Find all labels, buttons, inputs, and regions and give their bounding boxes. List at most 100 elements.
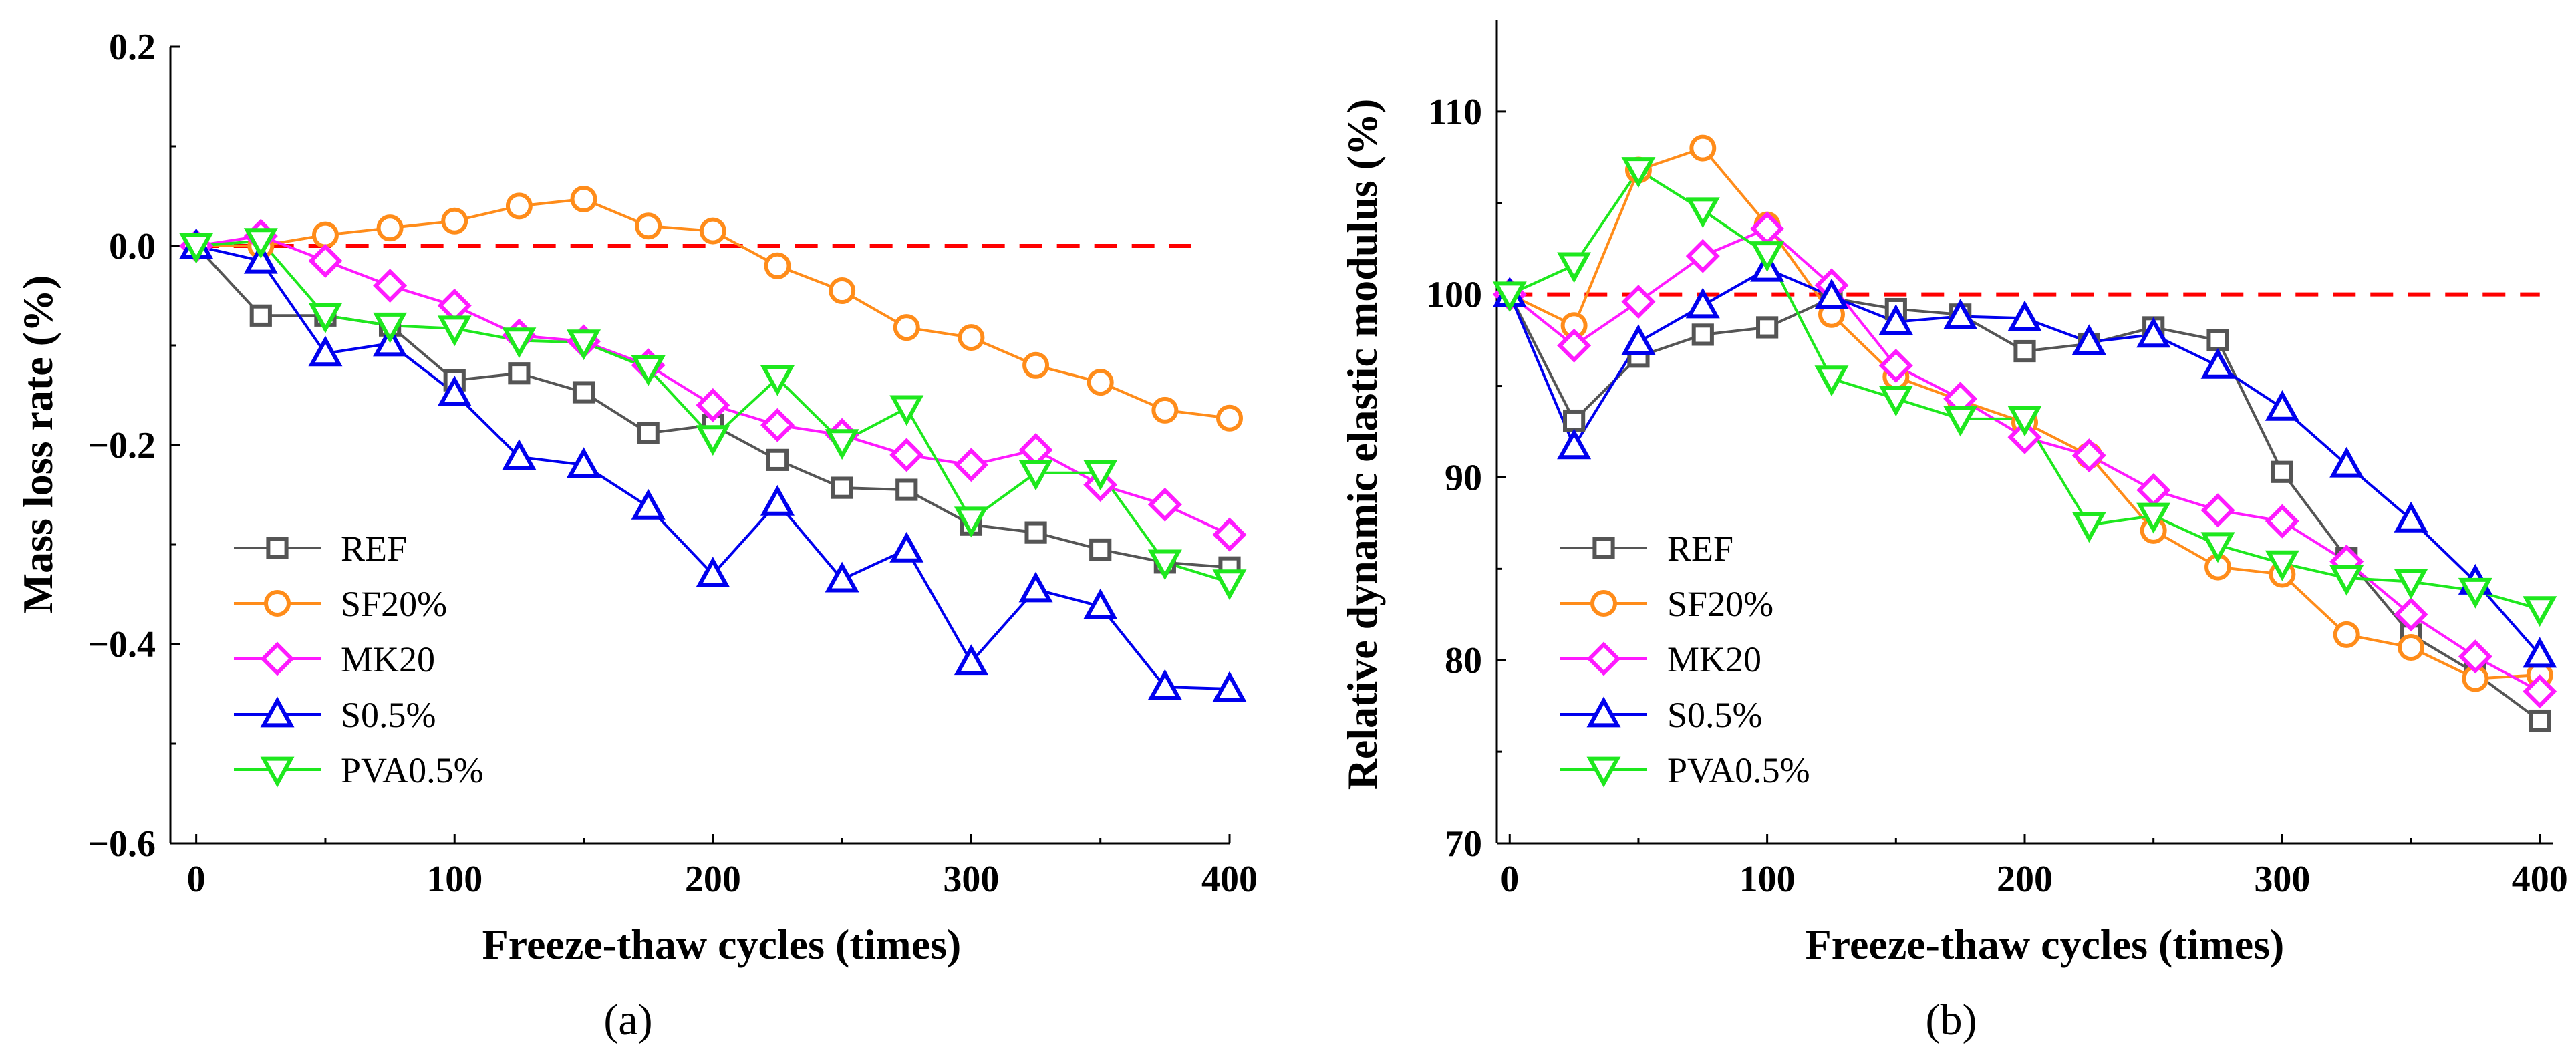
data-point-ref: [508, 362, 531, 385]
data-point-mk20: [1147, 487, 1182, 522]
data-point-s05: [1621, 324, 1656, 355]
data-point-ref: [766, 448, 789, 471]
data-point-sf20: [1151, 396, 1179, 424]
data-point-sf20: [829, 277, 856, 305]
data-point-s05: [1943, 298, 1978, 329]
data-point-sf20: [893, 314, 920, 341]
data-point-pva05: [1621, 157, 1656, 188]
data-point-sf20: [441, 207, 468, 235]
data-point-s05: [1212, 671, 1247, 702]
data-point-s05: [954, 644, 988, 676]
data-point-pva05: [1750, 241, 1785, 273]
data-point-s05: [1814, 278, 1849, 309]
y-axis-title-a: Mass loss rate (%): [14, 275, 61, 614]
legend-marker: [260, 641, 295, 676]
data-point-ref: [2206, 329, 2229, 351]
data-point-s05: [1685, 287, 1720, 319]
legend-label: SF20%: [341, 584, 447, 624]
data-point-mk20: [308, 243, 343, 278]
x-axis-title-a: Freeze-thaw cycles (times): [482, 921, 962, 968]
data-point-pva05: [373, 312, 408, 343]
legend-label: MK20: [1667, 639, 1761, 680]
data-point-s05: [1147, 669, 1182, 700]
data-point-pva05: [2394, 569, 2428, 600]
data-point-pva05: [1814, 365, 1849, 397]
data-point-mk20: [373, 269, 408, 303]
y-tick-label: −0.4: [88, 624, 156, 665]
data-point-s05: [437, 375, 472, 406]
data-point-sf20: [764, 252, 791, 279]
legend-marker: [266, 537, 289, 559]
x-tick-label: 0: [1500, 859, 1519, 900]
x-tick-label: 200: [685, 859, 741, 900]
data-point-pva05: [2071, 512, 2106, 543]
data-point-pva05: [1147, 549, 1182, 581]
legend-label: S0.5%: [1667, 695, 1763, 735]
data-point-s05: [760, 484, 795, 516]
data-point-s05: [1557, 428, 1592, 460]
data-point-pva05: [696, 425, 730, 456]
data-point-s05: [567, 447, 601, 478]
chart-panel-a: 0 100 200 300 400 −0.6 −0.4 −0.2 0.0 0.2 REF SF20% M…: [14, 27, 1258, 968]
y-tick-label: 0.2: [109, 27, 156, 68]
data-point-mk20: [2071, 438, 2106, 473]
y-tick-label: 70: [1445, 823, 1482, 865]
data-point-s05: [2523, 637, 2557, 668]
data-point-s05: [308, 335, 343, 367]
y-tick-label: 0.0: [109, 226, 156, 267]
data-point-ref: [1756, 316, 1779, 339]
data-point-s05: [2329, 446, 2364, 478]
data-point-pva05: [760, 365, 795, 396]
data-point-s05: [2394, 501, 2428, 533]
data-point-s05: [2200, 347, 2235, 379]
panel-label-b: (b): [1926, 996, 1977, 1044]
data-point-mk20: [2200, 493, 2235, 528]
data-point-pva05: [1557, 252, 1592, 283]
data-point-ref: [1024, 521, 1047, 544]
legend-marker: [260, 696, 295, 728]
data-point-mk20: [2136, 473, 2171, 508]
data-point-s05: [889, 531, 924, 563]
data-point-pva05: [1018, 460, 1053, 491]
data-point-s05: [2007, 300, 2042, 331]
data-point-s05: [1083, 588, 1118, 619]
data-point-pva05: [889, 395, 924, 426]
data-point-pva05: [2329, 565, 2364, 596]
data-point-s05: [825, 561, 859, 593]
y-tick-label: −0.2: [88, 425, 156, 466]
legend-label: REF: [1667, 529, 1733, 569]
data-point-mk20: [437, 288, 472, 323]
x-tick-label: 300: [2254, 859, 2310, 900]
data-point-pva05: [2200, 532, 2235, 563]
data-point-s05: [631, 488, 666, 520]
y-tick-label: 100: [1426, 275, 1482, 316]
x-tick-label: 0: [187, 859, 206, 900]
data-point-mk20: [954, 448, 988, 482]
legend-marker: [260, 756, 295, 788]
data-point-sf20: [505, 192, 533, 220]
data-point-sf20: [376, 214, 404, 242]
panel-label-a: (a): [603, 996, 652, 1044]
legend-label: PVA0.5%: [341, 750, 484, 790]
data-point-sf20: [311, 221, 339, 249]
data-point-sf20: [958, 324, 985, 351]
legend-label: PVA0.5%: [1667, 750, 1810, 790]
data-point-pva05: [2458, 577, 2492, 609]
legend: REF SF20% MK20 S0.5% PVA0.5%: [1560, 529, 1810, 790]
x-tick-label: 200: [1997, 859, 2053, 900]
data-point-ref: [1089, 538, 1112, 561]
data-point-mk20: [889, 438, 924, 472]
data-point-s05: [243, 243, 278, 274]
data-point-pva05: [1212, 569, 1247, 601]
data-point-pva05: [1878, 386, 1913, 417]
x-tick-label: 100: [1739, 859, 1796, 900]
series-line-mk20: [196, 235, 1230, 536]
data-point-s05: [1018, 571, 1053, 603]
data-point-pva05: [502, 327, 537, 359]
data-point-sf20: [570, 185, 597, 212]
legend-marker: [264, 590, 291, 617]
legend-label: SF20%: [1667, 584, 1773, 624]
data-point-mk20: [2394, 597, 2428, 632]
data-point-pva05: [2265, 550, 2299, 581]
